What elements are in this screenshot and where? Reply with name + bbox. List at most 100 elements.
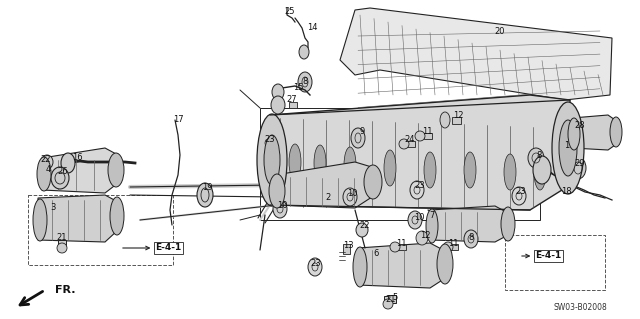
Ellipse shape — [41, 155, 53, 169]
Text: 11: 11 — [396, 240, 406, 249]
Text: 18: 18 — [561, 188, 572, 197]
Ellipse shape — [440, 112, 450, 128]
Ellipse shape — [416, 231, 428, 245]
Text: 23: 23 — [310, 259, 321, 269]
Ellipse shape — [383, 299, 393, 309]
Bar — [260, 108, 540, 220]
Ellipse shape — [568, 118, 580, 150]
Text: 10: 10 — [276, 202, 287, 211]
Ellipse shape — [364, 165, 382, 199]
Text: 11: 11 — [422, 128, 432, 137]
Text: 2: 2 — [325, 194, 331, 203]
Polygon shape — [340, 8, 612, 100]
Polygon shape — [270, 95, 570, 210]
Bar — [343, 244, 350, 254]
Ellipse shape — [51, 167, 69, 189]
Ellipse shape — [298, 72, 312, 92]
Polygon shape — [42, 148, 118, 193]
Ellipse shape — [410, 181, 424, 199]
Bar — [452, 117, 461, 124]
Text: 10: 10 — [347, 189, 357, 198]
Text: 11: 11 — [448, 240, 458, 249]
Bar — [384, 296, 392, 304]
Text: 29: 29 — [575, 159, 585, 167]
Text: 20: 20 — [495, 27, 505, 36]
Bar — [398, 244, 406, 250]
Ellipse shape — [261, 134, 275, 152]
Ellipse shape — [528, 148, 544, 168]
Text: 15: 15 — [292, 83, 303, 92]
Text: 1: 1 — [564, 140, 570, 150]
Polygon shape — [275, 162, 375, 208]
Text: 4: 4 — [45, 166, 51, 174]
Text: 21: 21 — [57, 234, 67, 242]
Bar — [424, 133, 432, 139]
Ellipse shape — [533, 156, 551, 184]
Ellipse shape — [384, 150, 396, 186]
Bar — [58, 240, 66, 248]
Text: E-4-1: E-4-1 — [522, 251, 561, 261]
Ellipse shape — [443, 242, 453, 252]
Text: 21: 21 — [386, 294, 396, 303]
Ellipse shape — [110, 197, 124, 235]
Polygon shape — [572, 115, 618, 150]
Text: 22: 22 — [360, 221, 371, 231]
Ellipse shape — [289, 144, 301, 180]
Text: 26: 26 — [58, 167, 68, 176]
Polygon shape — [358, 243, 447, 288]
Text: 8: 8 — [468, 233, 474, 241]
Ellipse shape — [437, 244, 453, 284]
Ellipse shape — [610, 117, 622, 147]
Ellipse shape — [559, 136, 577, 164]
Text: 6: 6 — [373, 249, 379, 257]
Text: 3: 3 — [51, 203, 56, 211]
Text: 7: 7 — [429, 211, 435, 219]
Ellipse shape — [314, 145, 326, 181]
Ellipse shape — [408, 211, 422, 229]
Text: E-4-1: E-4-1 — [123, 243, 181, 253]
Ellipse shape — [343, 188, 357, 206]
Ellipse shape — [37, 157, 51, 191]
Text: 28: 28 — [575, 121, 586, 130]
Text: 13: 13 — [342, 241, 353, 250]
Ellipse shape — [424, 152, 436, 188]
Bar — [388, 295, 396, 303]
Ellipse shape — [399, 139, 409, 149]
Polygon shape — [38, 195, 118, 242]
Ellipse shape — [501, 207, 515, 241]
Text: 12: 12 — [420, 232, 430, 241]
Ellipse shape — [464, 230, 478, 248]
Text: 8: 8 — [536, 151, 541, 160]
Text: SW03-B02008: SW03-B02008 — [553, 303, 607, 313]
Text: 14: 14 — [307, 24, 317, 33]
Ellipse shape — [534, 154, 546, 190]
Bar — [28, 195, 173, 265]
Bar — [407, 141, 415, 147]
Ellipse shape — [415, 131, 425, 141]
Ellipse shape — [273, 200, 287, 218]
Text: 10: 10 — [413, 212, 424, 221]
Text: 8: 8 — [302, 78, 308, 86]
Text: 22: 22 — [41, 155, 51, 165]
Ellipse shape — [257, 114, 287, 206]
Ellipse shape — [271, 96, 285, 114]
Ellipse shape — [269, 174, 285, 208]
Ellipse shape — [426, 209, 438, 243]
Ellipse shape — [512, 187, 526, 205]
Text: 17: 17 — [173, 115, 183, 124]
Ellipse shape — [504, 154, 516, 190]
Ellipse shape — [57, 243, 67, 253]
Text: 12: 12 — [452, 110, 463, 120]
Ellipse shape — [308, 258, 322, 276]
Text: FR.: FR. — [55, 285, 76, 295]
Bar — [289, 102, 297, 108]
Ellipse shape — [108, 153, 124, 187]
Ellipse shape — [344, 147, 356, 183]
Ellipse shape — [351, 128, 365, 148]
Text: 23: 23 — [516, 187, 526, 196]
Ellipse shape — [464, 152, 476, 188]
Bar — [450, 244, 458, 250]
Text: 19: 19 — [202, 183, 212, 192]
Ellipse shape — [197, 183, 213, 207]
Ellipse shape — [570, 157, 586, 179]
